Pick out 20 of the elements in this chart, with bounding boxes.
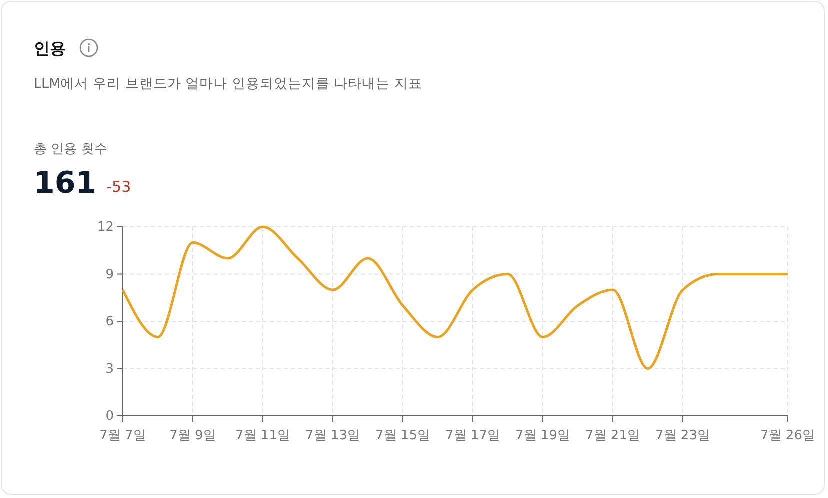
x-tick-label: 7월 7일 <box>100 428 146 444</box>
x-tick-label: 7월 15일 <box>376 428 430 444</box>
x-tick-label: 7월 9일 <box>170 428 216 444</box>
chart-title: 인용 <box>34 39 66 58</box>
y-tick-label: 3 <box>106 362 114 377</box>
x-tick-label: 7월 19일 <box>516 428 570 444</box>
y-tick-label: 0 <box>106 409 114 424</box>
text: -53 <box>106 178 132 196</box>
text: 총 인용 횟수 <box>34 142 108 157</box>
x-tick-label: 7월 11일 <box>236 428 290 444</box>
chart-subtitle: LLM에서 우리 브랜드가 얼마나 인용되었는지를 나타내는 지표 <box>34 76 422 92</box>
x-tick-label: 7월 17일 <box>446 428 500 444</box>
y-tick-label: 9 <box>106 267 114 282</box>
x-tick-label: 7월 13일 <box>306 428 360 444</box>
x-tick-label: 7월 23일 <box>656 428 710 444</box>
y-tick-label: 12 <box>97 220 114 236</box>
y-tick-label: 6 <box>106 314 114 330</box>
x-tick-label: 7월 26일 <box>760 428 816 444</box>
text: 161 <box>34 166 97 201</box>
x-tick-label: 7월 21일 <box>586 428 640 444</box>
